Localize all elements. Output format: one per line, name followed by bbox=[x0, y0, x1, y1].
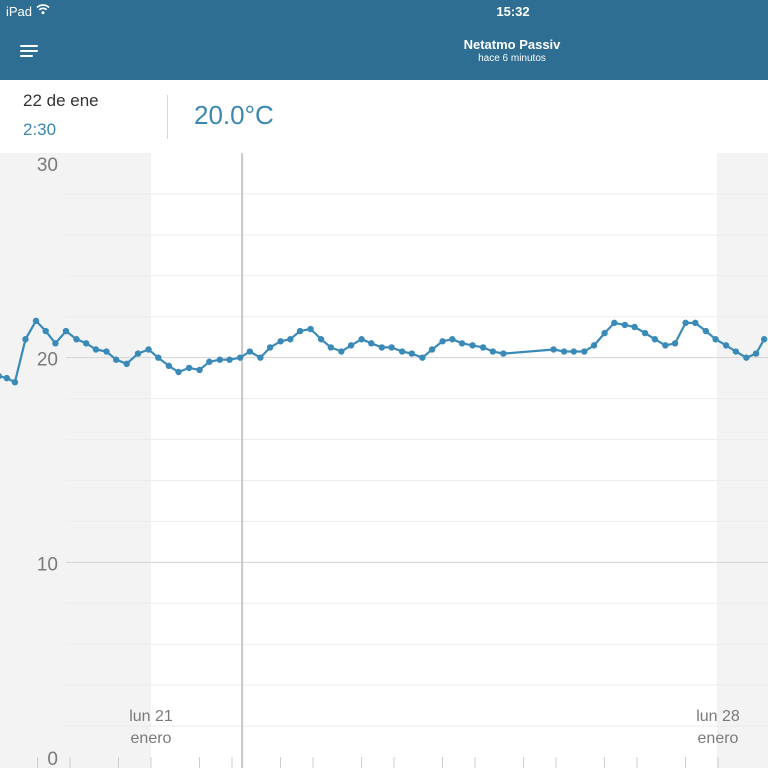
data-point bbox=[226, 356, 233, 363]
data-point bbox=[662, 342, 669, 349]
data-point bbox=[257, 354, 264, 361]
data-point bbox=[378, 344, 386, 351]
data-point bbox=[621, 321, 629, 329]
data-point bbox=[134, 350, 142, 357]
data-point bbox=[358, 336, 365, 343]
selected-temperature: 20.0°C bbox=[194, 100, 274, 130]
data-point bbox=[62, 327, 70, 335]
data-point bbox=[83, 340, 90, 347]
data-point bbox=[601, 329, 608, 337]
data-point bbox=[123, 360, 130, 368]
data-point bbox=[52, 340, 59, 347]
data-point bbox=[692, 319, 699, 327]
selected-date: 22 de ene bbox=[23, 91, 99, 110]
data-point bbox=[0, 373, 2, 380]
y-tick-label: 0 bbox=[47, 749, 58, 768]
selection-info bbox=[0, 80, 768, 153]
data-point bbox=[296, 327, 304, 335]
data-point bbox=[145, 346, 152, 353]
selected-time: 2:30 bbox=[23, 120, 57, 139]
shaded-past-region bbox=[0, 153, 151, 768]
status-time: 15:32 bbox=[496, 4, 530, 19]
data-point bbox=[408, 350, 416, 357]
data-point bbox=[581, 348, 588, 355]
data-point bbox=[570, 348, 578, 355]
data-point bbox=[216, 356, 224, 363]
data-point bbox=[388, 344, 395, 351]
data-point bbox=[42, 327, 49, 335]
data-point bbox=[500, 350, 507, 357]
data-point bbox=[611, 319, 618, 327]
data-point bbox=[428, 346, 436, 353]
data-point bbox=[236, 354, 244, 361]
temperature-chart[interactable]: 0 10 20 30 lun 21 enero lun 28 enero bbox=[0, 153, 768, 768]
x-tick-label: lun 21 bbox=[129, 708, 173, 725]
data-point bbox=[185, 364, 193, 372]
y-tick-label: 30 bbox=[37, 155, 58, 176]
wifi-icon bbox=[36, 4, 50, 15]
data-point bbox=[92, 346, 100, 353]
data-point bbox=[449, 336, 456, 343]
info-divider bbox=[167, 95, 168, 139]
data-point bbox=[760, 336, 768, 343]
data-point bbox=[398, 348, 406, 355]
x-tick-sublabel: enero bbox=[698, 730, 739, 747]
data-point bbox=[338, 348, 345, 355]
data-point bbox=[641, 329, 649, 337]
data-point bbox=[307, 325, 314, 333]
data-point bbox=[590, 342, 598, 349]
data-point bbox=[702, 327, 710, 335]
data-point bbox=[175, 368, 182, 376]
data-point bbox=[327, 344, 335, 351]
data-point bbox=[712, 336, 719, 343]
data-point bbox=[682, 319, 689, 327]
data-point bbox=[155, 354, 162, 361]
data-point bbox=[206, 358, 213, 365]
data-point bbox=[347, 342, 355, 349]
data-point bbox=[317, 336, 325, 343]
data-point bbox=[439, 338, 446, 345]
data-point bbox=[32, 317, 40, 325]
data-point bbox=[743, 354, 750, 361]
station-name: Netatmo Passiv bbox=[463, 37, 561, 52]
data-point bbox=[631, 323, 638, 331]
last-update: hace 6 minutos bbox=[478, 53, 546, 64]
data-point bbox=[112, 356, 120, 363]
data-point bbox=[469, 342, 476, 349]
data-point bbox=[246, 348, 254, 355]
y-tick-label: 20 bbox=[37, 350, 58, 371]
data-point bbox=[419, 354, 426, 361]
data-point bbox=[651, 336, 659, 343]
data-point bbox=[266, 344, 274, 351]
shaded-future-region bbox=[717, 153, 768, 768]
data-point bbox=[489, 348, 497, 355]
menu-icon[interactable] bbox=[20, 44, 40, 60]
data-point bbox=[277, 338, 284, 345]
y-tick-label: 10 bbox=[37, 554, 58, 575]
data-point bbox=[560, 348, 568, 355]
x-tick-label: lun 28 bbox=[696, 708, 740, 725]
data-point bbox=[287, 336, 294, 343]
data-point bbox=[3, 374, 11, 382]
data-point bbox=[103, 348, 110, 355]
status-carrier: iPad bbox=[6, 4, 33, 19]
data-point bbox=[22, 336, 29, 343]
data-point bbox=[550, 346, 557, 353]
data-point bbox=[732, 348, 740, 355]
data-point bbox=[722, 342, 730, 349]
data-point bbox=[196, 366, 203, 374]
data-point bbox=[165, 362, 173, 370]
data-point bbox=[458, 340, 466, 347]
data-point bbox=[368, 340, 375, 347]
data-point bbox=[73, 336, 80, 343]
x-tick-sublabel: enero bbox=[131, 730, 172, 747]
data-point bbox=[671, 340, 679, 347]
top-bar: iPad 15:32 Netatmo Passiv hace 6 minutos bbox=[0, 0, 768, 80]
data-point bbox=[752, 350, 760, 357]
data-point bbox=[479, 344, 487, 351]
data-point bbox=[11, 379, 19, 386]
